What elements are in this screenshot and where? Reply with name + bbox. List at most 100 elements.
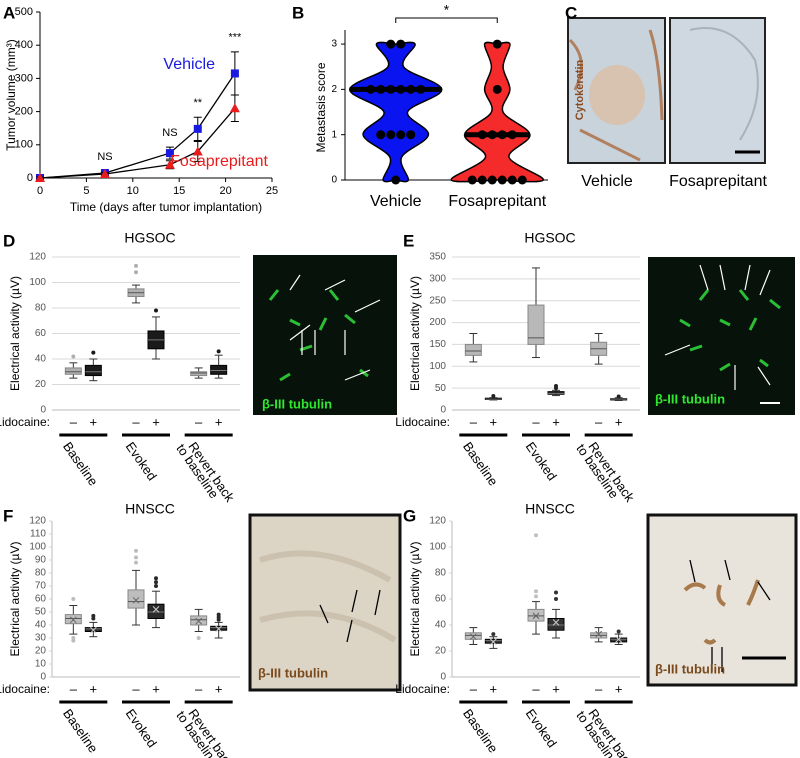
mean-marker	[152, 606, 160, 613]
box	[127, 589, 145, 609]
stain-label: Cytokeratin	[574, 59, 586, 120]
box	[190, 371, 208, 377]
box	[547, 618, 565, 631]
image-caption: Vehicle	[581, 173, 633, 190]
box-label: +	[215, 414, 223, 429]
point	[416, 84, 426, 94]
point	[391, 175, 401, 185]
outlier	[91, 350, 96, 355]
image-label: β-III tubulin	[262, 396, 332, 411]
marker	[192, 146, 203, 156]
y-tick-label: 200	[429, 317, 446, 328]
y-tick-label: 150	[429, 339, 446, 350]
group-label: Baseline	[460, 439, 501, 488]
y-tick-label: 3	[331, 39, 337, 50]
y-tick-label: 100	[29, 277, 46, 288]
y-tick-label: 80	[435, 568, 447, 579]
box-label: +	[615, 414, 623, 429]
point	[366, 84, 376, 94]
box	[147, 603, 165, 620]
y-tick-label: 110	[30, 529, 46, 540]
panel-letter: B	[292, 3, 304, 22]
outlier	[154, 308, 158, 313]
micrograph-e	[648, 257, 795, 415]
y-tick-label: 0	[40, 672, 46, 683]
y-tick-label: 120	[429, 516, 446, 527]
box-label: –	[470, 681, 478, 696]
y-tick-label: 0	[331, 175, 337, 186]
y-axis-label: Electrical activity (µV)	[408, 542, 422, 657]
x-tick-label: 5	[83, 185, 89, 197]
y-axis-label: Metastasis score	[314, 62, 328, 152]
micrograph-c	[567, 17, 766, 164]
point	[487, 130, 497, 140]
image-label: β-III tubulin	[258, 665, 328, 680]
panel-letter: C	[565, 3, 577, 22]
x-tick-label: 0	[37, 185, 43, 197]
outlier	[196, 636, 201, 640]
box-label: –	[532, 681, 540, 696]
point	[386, 39, 396, 49]
y-tick-label: 350	[429, 252, 446, 263]
box-label: +	[152, 414, 160, 429]
y-tick-label: 0	[440, 405, 446, 416]
outlier	[554, 590, 558, 595]
box-label: –	[70, 681, 78, 696]
y-tick-label: 30	[35, 633, 47, 644]
micrograph-f	[248, 513, 402, 692]
point	[396, 39, 406, 49]
marker	[164, 159, 175, 169]
x-tick-label: Fosaprepitant	[448, 193, 546, 210]
group-label: Evoked	[123, 439, 160, 483]
significance-bracket	[395, 17, 498, 23]
box-label: +	[152, 681, 160, 696]
box-label: –	[132, 681, 140, 696]
point	[386, 84, 396, 94]
outlier	[154, 580, 158, 585]
series-label: Vehicle	[163, 56, 215, 73]
box-label: –	[195, 681, 203, 696]
x-tick-label: 25	[266, 185, 278, 197]
marker	[165, 149, 174, 158]
chart-title: HNSCC	[525, 501, 575, 517]
chart-title: HGSOC	[124, 230, 175, 246]
outlier	[216, 349, 221, 354]
treatment-label: Lidocaine:	[395, 682, 450, 696]
y-tick-label: 100	[429, 361, 446, 372]
outlier	[616, 394, 621, 399]
y-tick-label: 100	[429, 542, 446, 553]
box-label: +	[490, 414, 498, 429]
treatment-label: Lidocaine:	[395, 415, 450, 429]
group-label: Evoked	[523, 439, 560, 483]
y-tick-label: 200	[15, 106, 33, 118]
point	[396, 130, 406, 140]
treatment-label: Lidocaine:	[0, 682, 50, 696]
micrograph-g	[646, 513, 798, 687]
box-label: –	[595, 681, 603, 696]
series-label: Fosaprepitant	[170, 153, 268, 170]
y-tick-label: 40	[35, 354, 47, 365]
panel-letter: F	[3, 506, 13, 525]
box-label: –	[195, 414, 203, 429]
point	[406, 84, 416, 94]
outlier	[134, 263, 138, 268]
outlier	[71, 636, 76, 640]
outlier	[216, 612, 221, 617]
violin	[450, 41, 545, 183]
y-axis-label: Electrical activity (µV)	[408, 276, 422, 391]
image-caption: Fosaprepitant	[669, 173, 767, 190]
outlier	[491, 394, 496, 399]
panel-letter: A	[3, 3, 15, 22]
mean-marker	[69, 616, 77, 624]
x-tick-label: 10	[127, 185, 139, 197]
mean-marker	[532, 612, 540, 620]
y-tick-label: 50	[35, 607, 47, 618]
marker	[35, 173, 45, 182]
box-label: +	[215, 681, 223, 696]
y-tick-label: 50	[435, 383, 447, 394]
x-tick-label: Vehicle	[370, 193, 422, 210]
x-axis-label: Time (days after tumor implantation)	[70, 200, 262, 214]
point	[477, 130, 487, 140]
outlier	[534, 533, 538, 538]
